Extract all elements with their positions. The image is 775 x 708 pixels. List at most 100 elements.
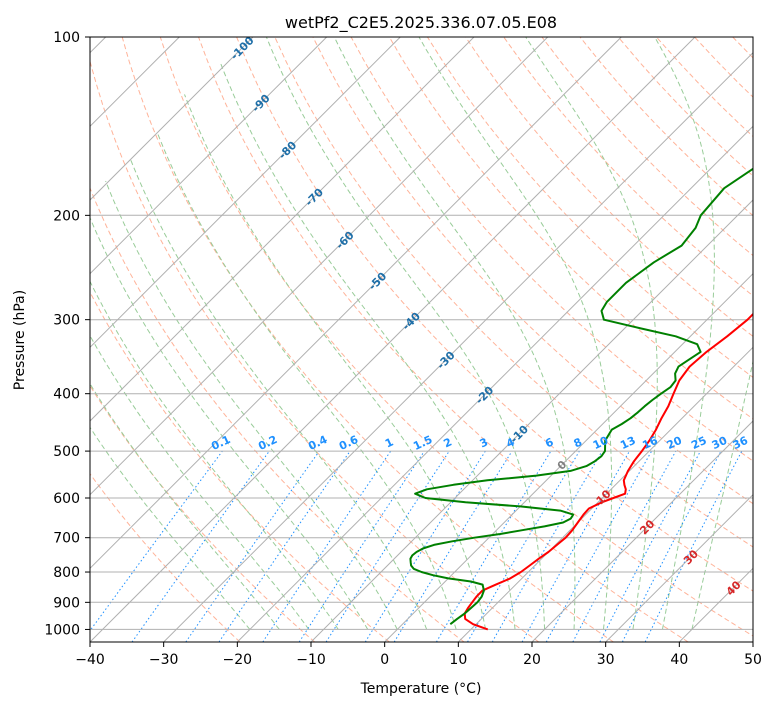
isotherm-line [531,420,753,642]
moist-adiabat-line [418,37,613,630]
mixing-ratio-label: 30 [710,434,730,452]
y-tick-label: 800 [53,565,80,581]
x-tick-label: 20 [523,652,541,668]
moist-adiabat-line [525,37,658,630]
mixing-ratio-line [262,450,392,642]
mixing-ratio-label: 36 [731,434,751,452]
isotherm-line [90,37,622,570]
x-tick-label: −20 [223,652,253,668]
mixing-ratio-label: 2 [442,435,454,450]
mixing-ratio-line [364,450,486,642]
y-tick-label: 100 [53,30,80,46]
y-tick-label: 500 [53,444,80,460]
mixing-ratio-line [393,450,513,642]
moist-adiabat-line [105,180,398,630]
isotherm-line [752,641,753,642]
mixing-ratio-label: 0.4 [306,433,329,453]
x-tick-label: −30 [149,652,179,668]
isotherm-label: -80 [276,138,299,161]
moist-adiabat-line [333,37,576,630]
background-lines [90,37,775,642]
isotherm-line [90,37,401,349]
mixing-ratio-label: 0.6 [337,433,360,453]
y-tick-label: 400 [53,387,80,403]
dry-adiabat-line [90,472,241,642]
mixing-ratio-label: 8 [572,435,584,450]
dry-adiabat-line [388,37,753,420]
moist-adiabat-line [184,94,487,630]
dry-adiabat-line [694,37,753,98]
isotherm-line [163,51,753,642]
moist-adiabat-line [219,61,516,630]
dry-adiabat-line [771,37,775,642]
dry-adiabat-line [274,37,753,548]
moist-adiabat-line [129,157,428,630]
dry-adiabat-line [350,37,753,462]
mixing-ratio-line [185,450,320,642]
moist-adiabat-line [156,132,457,630]
x-tick-label: 10 [449,652,467,668]
x-tick-label: 30 [597,652,615,668]
x-tick-label: 0 [380,652,389,668]
isotherm-line [457,346,753,642]
mixing-ratio-label: 1 [383,435,395,450]
mixing-ratio-label: 16 [640,434,660,452]
isotherm-line [90,37,475,422]
dry-adiabat-line [503,37,753,297]
moist-adiabat-line [90,382,280,630]
dry-adiabat-line [90,384,316,642]
x-tick-label: 40 [670,652,688,668]
moist-adiabat-line [90,216,369,630]
isotherm-line [384,272,753,642]
mixing-ratio-line [218,450,351,642]
grid [90,37,753,642]
moist-adiabat-line [90,426,251,630]
mixing-ratio-line [644,450,743,642]
isotherm-line [90,37,696,642]
dry-adiabat-line [121,37,614,642]
plot-frame [89,36,754,643]
mixing-ratio-label: 0.1 [209,433,232,453]
mixing-ratio-line [545,450,653,642]
mixing-ratio-label: 6 [543,435,556,450]
x-axis-ticks: −40 −30 −20 −10 0 10 20 30 40 50 [75,642,762,668]
mixing-ratio-label: 10 [591,434,611,452]
dewpoint-line [409,167,753,625]
dry-adiabat-line [198,37,753,637]
dry-adiabat-line [465,37,753,338]
annotations: 0.1 0.2 0.4 0.6 1 1.5 2 3 4 6 8 10 13 16 20 25 30 36-100-… [209,34,750,599]
x-axis-label: Temperature (°C) [360,681,482,697]
dry-adiabat-line [732,37,753,59]
mixing-ratio-line [90,450,223,632]
y-tick-label: 600 [53,491,80,507]
isotherm-line [90,37,254,201]
mixing-ratio-line [131,450,270,642]
temperature-line [463,312,753,631]
mixing-ratio-label: 25 [689,434,708,452]
mixing-ratio-line [572,450,677,642]
moist-adiabat-line [90,280,339,630]
dry-adiabat-line [236,37,753,592]
moist-adiabat-line [265,37,546,630]
dry-adiabat-line [90,291,390,642]
mixing-ratio-line [325,450,450,642]
mixing-ratio-line [298,450,425,642]
mixing-ratio-label: 13 [618,434,637,452]
dry-adiabat-line [90,186,465,642]
x-tick-label: 50 [744,652,762,668]
mixing-ratio-label: 1.5 [411,433,434,453]
dry-adiabat-line [90,59,540,642]
chart-title: wetPf2_C2E5.2025.336.07.05.E08 [285,13,557,33]
profiles [409,167,753,631]
mixing-ratio-label: 20 [665,434,685,452]
moist-adiabat-line [654,37,715,630]
mixing-ratio-label: 0.2 [256,433,279,453]
isotherm-line [90,37,328,275]
y-tick-label: 900 [53,595,80,611]
y-tick-label: 200 [53,208,80,224]
mixing-ratio-line [621,450,722,642]
y-tick-label: 1000 [44,622,80,638]
isotherm-line [310,199,753,642]
